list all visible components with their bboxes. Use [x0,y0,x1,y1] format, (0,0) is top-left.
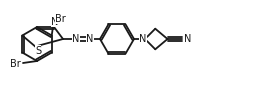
Text: N: N [51,17,58,27]
Text: N: N [72,34,79,44]
Text: N: N [183,34,190,44]
Text: Br: Br [55,13,66,23]
Text: Br: Br [10,59,20,69]
Text: S: S [35,45,41,56]
Text: N: N [139,34,146,44]
Text: N: N [86,34,93,44]
